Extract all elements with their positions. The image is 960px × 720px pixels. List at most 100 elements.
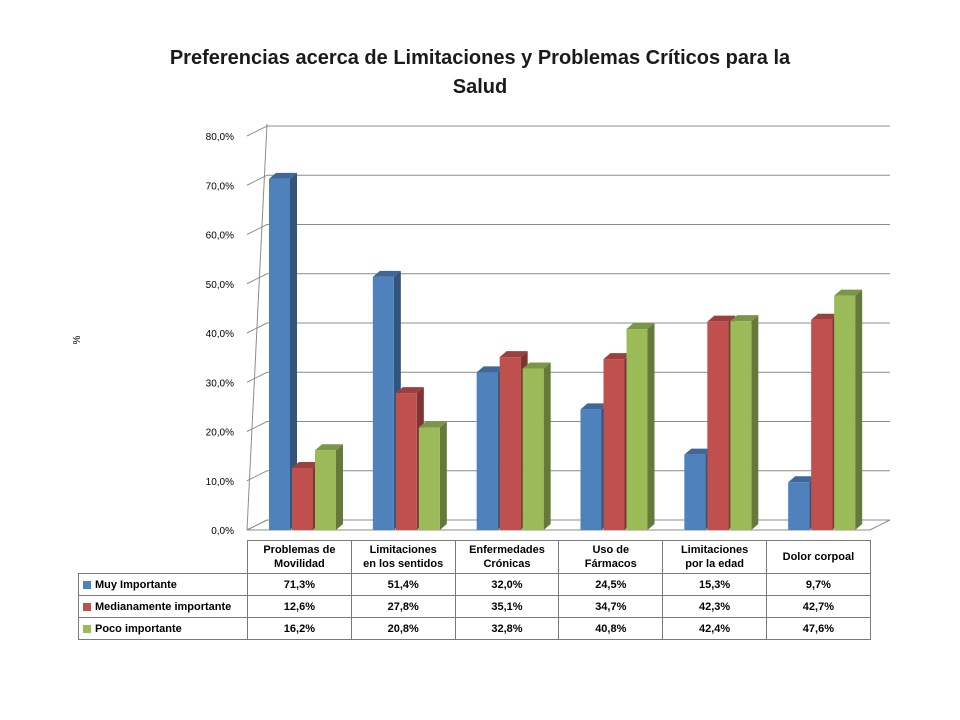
data-cell: 20,8% [350, 617, 456, 640]
back-wall-edge [246, 123, 268, 531]
data-cell: 32,0% [454, 573, 560, 596]
bar-top [418, 421, 447, 428]
gridline [246, 421, 890, 432]
data-cell: 27,8% [350, 595, 456, 618]
gridline [246, 174, 890, 186]
category-header: Dolor corpoal [765, 540, 871, 574]
y-tick-label: 10,0% [206, 477, 234, 488]
data-cell: 42,4% [662, 617, 767, 640]
category-label-line: Uso de [592, 544, 630, 556]
series-name: Poco importante [95, 622, 182, 635]
bar [788, 482, 810, 530]
category-header: Limitaciones en los sentidos [350, 540, 456, 574]
gridline [246, 470, 890, 482]
bar-top [395, 387, 424, 394]
y-tick-label: 70,0% [206, 181, 234, 192]
data-cell: 42,7% [765, 595, 871, 618]
legend-swatch [83, 624, 91, 633]
category-header: Limitaciones por la edad [662, 540, 767, 574]
bar-top [811, 313, 840, 320]
bar-top [580, 403, 609, 410]
bar [707, 321, 729, 530]
data-cell: 32,8% [454, 617, 560, 640]
y-tick-label: 30,0% [206, 378, 234, 389]
bar [499, 357, 521, 530]
data-cell: 42,3% [662, 595, 767, 618]
gridline [246, 519, 890, 531]
bar-top [684, 448, 713, 455]
data-cell: 47,6% [765, 617, 871, 640]
bar [834, 295, 856, 530]
bar-side [855, 289, 863, 530]
category-label-line: Enfermedades [469, 544, 545, 556]
category-label-line: Crónicas [483, 558, 531, 570]
category-label-line: Movilidad [274, 558, 325, 570]
legend-swatch [83, 602, 91, 611]
bar [292, 467, 313, 530]
bar [730, 321, 752, 530]
gridline [246, 322, 890, 334]
bar-top [788, 476, 817, 483]
y-tick-label: 60,0% [206, 231, 234, 242]
table-row: Muy Importante 71,3% 51,4% 32,0% 24,5% 15,3% 9… [78, 573, 871, 596]
data-cell: 34,7% [558, 595, 664, 618]
bar-side [543, 362, 551, 530]
category-label-line: en los sentidos [363, 558, 444, 570]
category-label-line: Limitaciones [680, 544, 749, 556]
bar-top [499, 351, 528, 358]
data-cell: 71,3% [247, 573, 352, 596]
data-cell: 35,1% [454, 595, 560, 618]
data-cell: 15,3% [662, 573, 767, 596]
bar [476, 372, 498, 530]
data-cell: 40,8% [558, 617, 664, 640]
y-tick-label: 40,0% [206, 329, 234, 340]
bar-top [476, 366, 505, 373]
bar-top [522, 362, 551, 369]
category-label-line: Limitaciones [369, 544, 437, 556]
bar [684, 454, 706, 530]
bar-side [290, 172, 297, 530]
legend-entry: Muy Importante [78, 573, 248, 596]
y-tick-label: 20,0% [206, 428, 234, 439]
data-cell: 24,5% [558, 573, 664, 596]
gridline [246, 371, 890, 383]
bar-top [372, 270, 401, 277]
category-label-line: Fármacos [584, 558, 637, 570]
table-corner [79, 541, 248, 574]
bar [372, 276, 394, 530]
legend-swatch [83, 580, 91, 589]
category-label-line: por la edad [685, 558, 744, 570]
bar-top [626, 323, 655, 330]
bar [580, 409, 602, 530]
bar-top [603, 353, 632, 360]
gridline [246, 273, 890, 285]
data-cell: 16,2% [247, 617, 352, 640]
bar-top [269, 172, 297, 179]
bar [603, 359, 625, 530]
bar [269, 178, 290, 530]
bar [418, 427, 440, 530]
bar-side [751, 315, 759, 530]
legend-entry: Medianamente importante [78, 595, 248, 618]
bar-top [834, 289, 863, 296]
category-header: Enfermedades Crónicas [454, 540, 560, 574]
category-header: Problemas de Movilidad [247, 540, 352, 574]
bar [626, 329, 648, 530]
bar [395, 393, 417, 530]
data-cell: 51,4% [350, 573, 456, 596]
bar-top [707, 315, 736, 322]
bar [315, 450, 336, 530]
bar [522, 368, 544, 530]
category-label-line: Problemas de [263, 544, 336, 556]
gridline [246, 125, 890, 137]
data-table: Problemas de Movilidad Limitaciones en los … [78, 540, 871, 640]
bar-side [336, 444, 343, 530]
table-row: Medianamente importante 12,6% 27,8% 35,1% 34… [78, 595, 871, 618]
table-row: Poco importante 16,2% 20,8% 32,8% 40,8% 42,4%… [78, 617, 871, 640]
bar-top [315, 444, 343, 451]
gridline [246, 224, 890, 235]
bar-top [292, 461, 320, 468]
series-name: Medianamente importante [95, 600, 232, 613]
legend-entry: Poco importante [78, 617, 248, 640]
